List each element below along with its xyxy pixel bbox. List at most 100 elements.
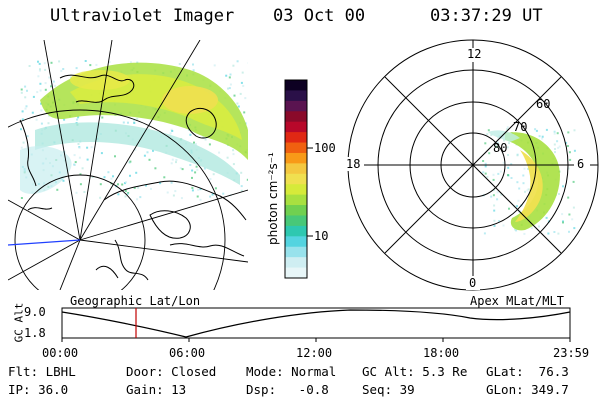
speckle-dot: [32, 95, 35, 98]
speckle-dot: [496, 198, 499, 201]
speckle-dot: [239, 92, 242, 95]
mlat-label-70: 70: [513, 120, 528, 134]
speckle-dot: [136, 61, 139, 64]
speckle-dot: [180, 197, 183, 200]
speckle-dot: [526, 189, 529, 192]
speckle-dot: [86, 146, 89, 149]
speckle-dot: [78, 146, 81, 149]
speckle-dot: [237, 105, 240, 108]
speckle-dot: [90, 146, 93, 149]
speckle-dot: [133, 186, 136, 189]
speckle-dot: [240, 171, 243, 174]
speckle-dot: [20, 88, 23, 91]
speckle-dot: [195, 165, 198, 168]
speckle-dot: [516, 205, 518, 208]
speckle-dot: [103, 176, 106, 179]
speckle-dot: [28, 65, 31, 67]
speckle-dot: [203, 167, 206, 170]
speckle-dot: [571, 218, 574, 221]
speckle-dot: [117, 183, 119, 186]
speckle-dot: [523, 167, 526, 170]
colorbar-frame: [284, 79, 308, 279]
status-seq: Seq: 39: [362, 382, 415, 397]
speckle-dot: [181, 168, 184, 171]
speckle-dot: [527, 167, 530, 170]
speckle-dot: [523, 232, 526, 235]
speckle-dot: [108, 61, 111, 63]
speckle-dot: [517, 199, 520, 202]
speckle-dot: [60, 69, 63, 72]
speckle-dot: [75, 67, 78, 70]
speckle-dot: [572, 180, 575, 183]
speckle-dot: [547, 232, 550, 235]
speckle-dot: [226, 156, 229, 159]
speckle-dot: [241, 71, 244, 74]
speckle-dot: [565, 141, 568, 144]
speckle-dot: [195, 143, 197, 146]
speckle-dot: [510, 163, 513, 166]
speckle-dot: [557, 146, 560, 149]
time-tick: 06:00: [169, 346, 206, 360]
speckle-dot: [498, 220, 501, 222]
speckle-dot: [486, 133, 489, 136]
speckle-dot: [244, 97, 247, 100]
speckle-dot: [191, 169, 194, 172]
speckle-dot: [556, 132, 559, 135]
app-title: Ultraviolet Imager: [50, 6, 235, 26]
speckle-dot: [222, 192, 225, 195]
speckle-dot: [20, 146, 23, 149]
status-gc-alt: GC Alt: 5.3 Re: [362, 364, 468, 379]
speckle-dot: [91, 176, 94, 178]
speckle-dot: [79, 183, 82, 186]
speckle-dot: [211, 193, 214, 196]
speckle-dot: [569, 158, 572, 161]
speckle-dot: [62, 179, 65, 182]
speckle-dot: [191, 189, 194, 192]
speckle-dot: [44, 68, 47, 71]
colorbar-segment: [285, 121, 307, 133]
speckle-dot: [530, 227, 533, 229]
speckle-dot: [174, 190, 177, 193]
speckle-dot: [240, 185, 243, 188]
speckle-dot: [573, 129, 576, 132]
speckle-dot: [484, 162, 487, 165]
speckle-dot: [191, 176, 193, 179]
speckle-dot: [568, 151, 571, 154]
speckle-dot: [38, 62, 41, 65]
speckle-dot: [31, 111, 34, 114]
speckle-dot: [50, 85, 53, 88]
colorbar-segment: [285, 132, 307, 144]
header-time: 03:37:29 UT: [430, 6, 543, 26]
speckle-dot: [503, 139, 505, 142]
speckle-dot: [73, 163, 76, 166]
speckle-dot: [129, 174, 131, 177]
altitude-tick-high: 9.0: [24, 305, 46, 319]
speckle-dot: [492, 194, 495, 197]
speckle-dot: [573, 149, 576, 152]
speckle-dot: [568, 213, 571, 216]
speckle-dot: [515, 229, 518, 232]
altitude-curve: [61, 309, 571, 338]
speckle-dot: [39, 68, 41, 71]
speckle-dot: [21, 118, 24, 121]
speckle-dot: [159, 182, 162, 185]
speckle-dot: [58, 60, 61, 63]
speckle-dot: [139, 196, 142, 199]
speckle-dot: [510, 177, 513, 179]
speckle-dot: [117, 193, 120, 196]
status-ip: IP: 36.0: [8, 382, 69, 397]
speckle-dot: [240, 189, 243, 192]
speckle-dot: [171, 130, 174, 132]
coastlines: [19, 74, 247, 281]
mlt-label-0: 0: [469, 276, 477, 290]
colorbar-segment: [285, 100, 307, 112]
speckle-dot: [170, 181, 173, 184]
speckle-dot: [170, 162, 173, 165]
speckle-dot: [39, 89, 42, 92]
mlat-label-60: 60: [536, 97, 551, 111]
speckle-dot: [490, 134, 493, 137]
colorbar-segment: [285, 90, 307, 102]
speckle-dot: [74, 161, 77, 164]
speckle-dot: [81, 167, 84, 170]
